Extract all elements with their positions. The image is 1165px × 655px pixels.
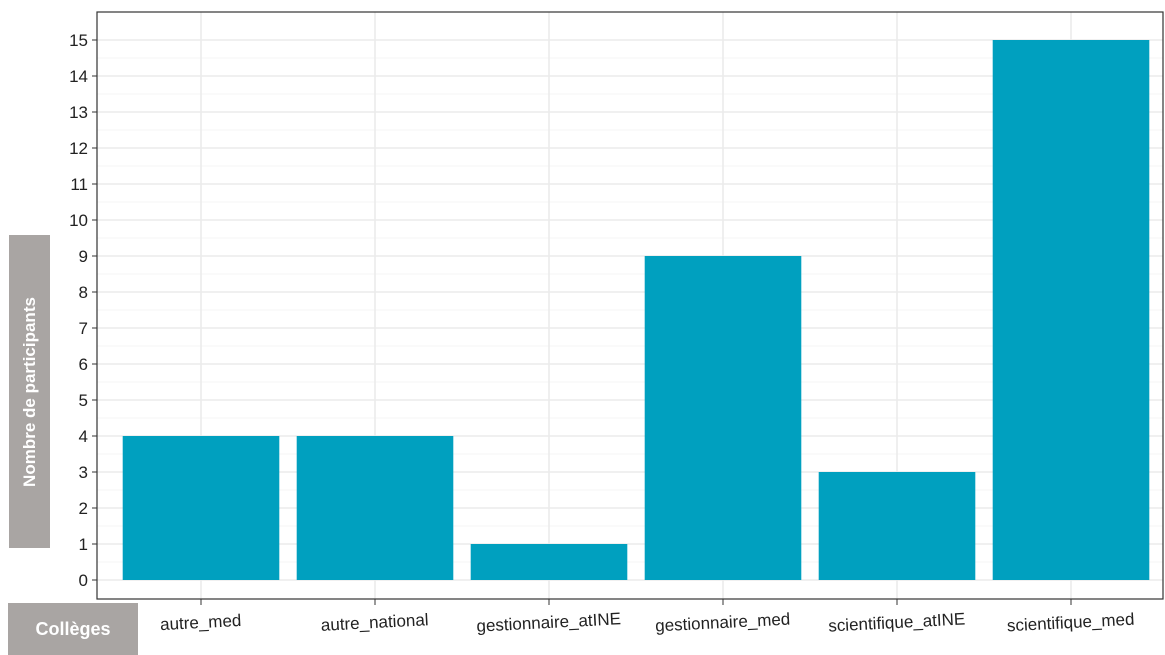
y-tick-label: 12 — [69, 139, 88, 158]
y-tick-label: 13 — [69, 103, 88, 122]
x-axis-label-box: Collèges — [8, 603, 138, 655]
x-tick-label: gestionnaire_med — [655, 609, 791, 635]
y-tick-label: 5 — [79, 391, 88, 410]
y-tick-label: 7 — [79, 319, 88, 338]
y-tick-label: 6 — [79, 355, 88, 374]
y-tick-label: 14 — [69, 67, 88, 86]
plot-frame — [96, 11, 1164, 600]
y-tick-label: 15 — [69, 31, 88, 50]
y-tick-label: 10 — [69, 211, 88, 230]
x-tick-label: autre_national — [320, 610, 429, 635]
bar-gestionnaire_med — [644, 256, 802, 580]
y-tick-label: 11 — [70, 175, 88, 194]
x-tick-label: scientifique_atINE — [828, 609, 966, 635]
x-tick-label: scientifique_med — [1007, 610, 1135, 636]
bar-gestionnaire_atINE — [470, 544, 628, 580]
y-tick-label: 8 — [79, 283, 88, 302]
bar-scientifique_med — [992, 40, 1150, 580]
bar-autre_med — [122, 436, 280, 580]
y-tick-label: 4 — [79, 427, 88, 446]
y-tick-label: 9 — [79, 247, 88, 266]
bar-scientifique_atINE — [818, 472, 976, 580]
bar-autre_national — [296, 436, 454, 580]
y-tick-label: 1 — [79, 535, 88, 554]
x-axis-label: Collèges — [35, 618, 111, 639]
y-axis-label-box: Nombre de participants — [9, 235, 50, 548]
bars — [122, 40, 1150, 580]
y-tick-label: 2 — [79, 499, 88, 518]
y-tick-label: 3 — [79, 463, 88, 482]
x-tick-label: autre_med — [160, 611, 242, 634]
y-tick-label: 0 — [79, 571, 88, 590]
x-tick-label: gestionnaire_atINE — [476, 609, 621, 636]
y-axis-label: Nombre de participants — [19, 296, 39, 487]
